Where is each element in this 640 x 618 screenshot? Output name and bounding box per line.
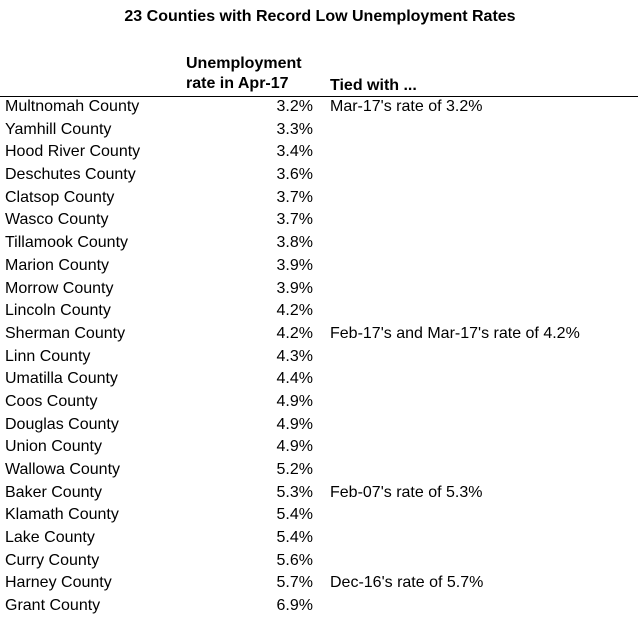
county-name: Marion County (5, 256, 110, 274)
county-name: Baker County (5, 483, 102, 501)
county-name: Morrow County (5, 279, 114, 297)
unemployment-rate: 4.2% (276, 302, 313, 320)
unemployment-rate: 3.2% (276, 98, 313, 115)
unemployment-rate: 4.2% (276, 324, 313, 342)
tied-column-header: Tied with ... (330, 77, 417, 94)
unemployment-rate: 3.9% (276, 279, 313, 297)
unemployment-rate: 5.4% (276, 529, 313, 547)
rate-header-line1: Unemployment (186, 55, 302, 72)
county-name: Douglas County (5, 415, 119, 433)
table-row: Linn County 4.3% (0, 346, 640, 369)
county-name: Linn County (5, 347, 91, 365)
table-row: Klamath County 5.4% (0, 504, 640, 527)
header-divider (0, 96, 638, 97)
table-row: Marion County 3.9% (0, 255, 640, 278)
county-name: Lincoln County (5, 302, 111, 320)
table-row: Hood River County 3.4% (0, 141, 640, 164)
county-name: Union County (5, 438, 102, 456)
county-name: Wallowa County (5, 461, 121, 478)
unemployment-rate: 3.7% (276, 188, 313, 206)
county-name: Coos County (5, 392, 98, 410)
table-row: Curry County 5.6% (0, 550, 640, 573)
table-row: Morrow County 3.9% (0, 278, 640, 301)
county-name: Klamath County (5, 506, 119, 524)
unemployment-rate: 3.8% (276, 234, 313, 252)
table-row: Yamhill County 3.3% (0, 119, 640, 142)
tied-with-note: Feb-07's rate of 5.3% (330, 483, 483, 501)
table-row: Lake County 5.4% (0, 527, 640, 550)
county-table-body: Multnomah County 3.2% Mar-17's rate of 3.2… (0, 96, 640, 618)
tied-with-note: Feb-17's and Mar-17's rate of 4.2% (330, 324, 580, 342)
unemployment-rate: 3.7% (276, 211, 313, 229)
table-row: Sherman County 4.2% Feb-17's and Mar-17's … (0, 323, 640, 346)
table-row: Wallowa County 5.2% (0, 459, 640, 482)
table-row: Grant County 6.9% (0, 595, 640, 618)
county-name: Umatilla County (5, 370, 118, 388)
tied-with-note: Mar-17's rate of 3.2% (330, 98, 483, 115)
tied-with-note: Dec-16's rate of 5.7% (330, 574, 484, 592)
unemployment-rate: 5.7% (276, 574, 313, 592)
table-row: Coos County 4.9% (0, 391, 640, 414)
unemployment-rate: 5.2% (276, 461, 313, 478)
table-row: Clatsop County 3.7% (0, 187, 640, 210)
unemployment-rate: 4.9% (276, 438, 313, 456)
county-name: Deschutes County (5, 166, 136, 184)
table-row: Douglas County 4.9% (0, 414, 640, 437)
unemployment-rate: 4.3% (276, 347, 313, 365)
county-name: Yamhill County (5, 120, 112, 138)
county-name: Sherman County (5, 324, 126, 342)
county-name: Clatsop County (5, 188, 115, 206)
county-name: Grant County (5, 597, 101, 615)
table-row: Wasco County 3.7% (0, 209, 640, 232)
table-row: Baker County 5.3% Feb-07's rate of 5.3% (0, 482, 640, 505)
table-row: Tillamook County 3.8% (0, 232, 640, 255)
table-title: 23 Counties with Record Low Unemployment… (124, 8, 516, 25)
table-row: Multnomah County 3.2% Mar-17's rate of 3.2… (0, 96, 640, 119)
county-name: Harney County (5, 574, 112, 592)
county-name: Tillamook County (5, 234, 129, 252)
county-name: Lake County (5, 529, 95, 547)
county-name: Multnomah County (5, 98, 140, 115)
table-row: Deschutes County 3.6% (0, 164, 640, 187)
county-name: Curry County (5, 551, 100, 569)
unemployment-rate: 4.9% (276, 392, 313, 410)
county-name: Hood River County (5, 143, 141, 161)
unemployment-rate: 3.9% (276, 256, 313, 274)
table-row: Umatilla County 4.4% (0, 368, 640, 391)
unemployment-rate: 4.4% (276, 370, 313, 388)
county-name: Wasco County (5, 211, 109, 229)
rate-column-header: Unemployment rate in Apr-17 (186, 54, 302, 94)
unemployment-rate: 3.6% (276, 166, 313, 184)
rate-header-line2: rate in Apr-17 (186, 75, 289, 92)
unemployment-rate: 6.9% (276, 597, 313, 615)
table-row: Lincoln County 4.2% (0, 300, 640, 323)
unemployment-rate: 4.9% (276, 415, 313, 433)
unemployment-rate: 3.3% (276, 120, 313, 138)
unemployment-rate: 5.6% (276, 551, 313, 569)
table-row: Harney County 5.7% Dec-16's rate of 5.7% (0, 572, 640, 595)
table-row: Union County 4.9% (0, 436, 640, 459)
unemployment-rate: 5.4% (276, 506, 313, 524)
unemployment-rate: 3.4% (276, 143, 313, 161)
unemployment-rate: 5.3% (276, 483, 313, 501)
